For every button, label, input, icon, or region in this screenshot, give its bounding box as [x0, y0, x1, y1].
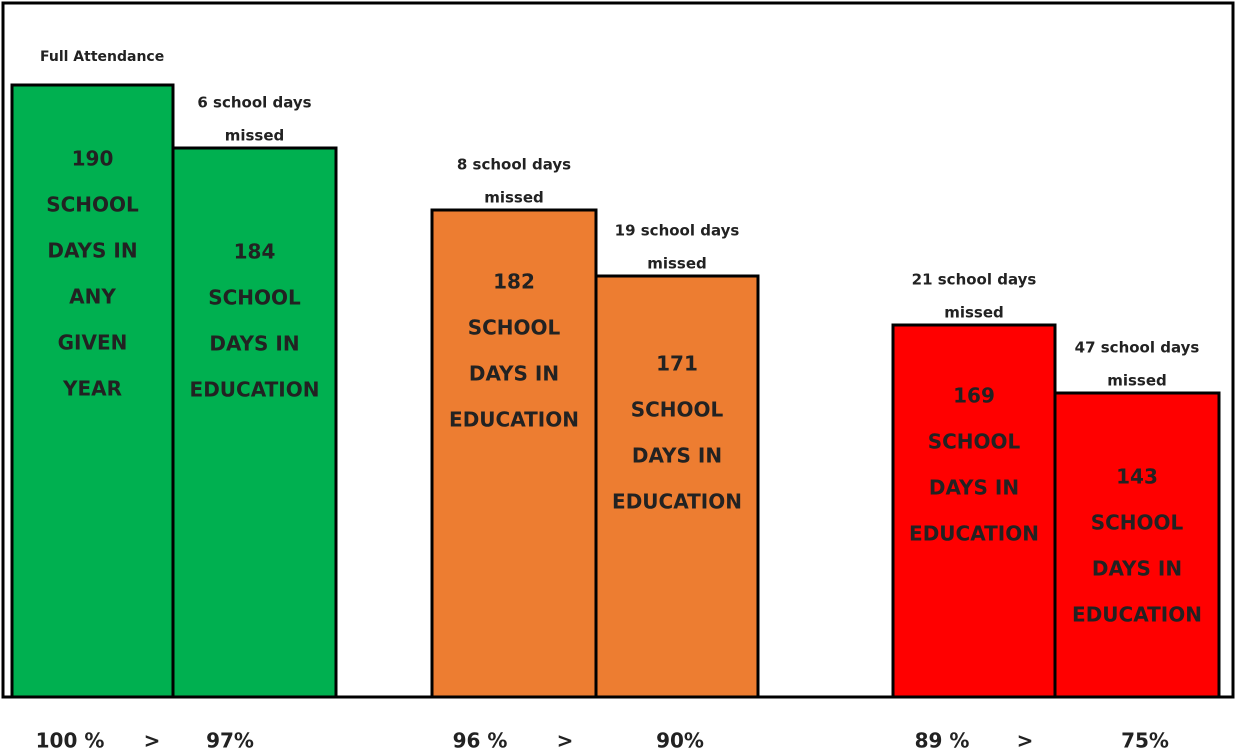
footer-from: 100 % [36, 729, 105, 753]
bar [891, 323, 1057, 699]
footer-to: 97% [206, 729, 254, 753]
bar-text: 184 [234, 240, 276, 264]
missed-note: 8 school days [457, 156, 571, 174]
footer-sep: > [557, 729, 574, 753]
missed-note: missed [225, 127, 285, 145]
bar-text: ANY [69, 285, 116, 309]
footer-to: 75% [1121, 729, 1169, 753]
bar [430, 208, 598, 699]
missed-note: 47 school days [1075, 339, 1200, 357]
bar-text: SCHOOL [46, 193, 139, 217]
bar-text: SCHOOL [1091, 511, 1184, 535]
missed-note: missed [484, 189, 544, 207]
missed-note: 19 school days [615, 222, 740, 240]
bar-text: 171 [656, 352, 698, 376]
bar-text: EDUCATION [1072, 603, 1202, 627]
bar-text: 143 [1116, 465, 1158, 489]
bar-text: EDUCATION [612, 490, 742, 514]
bar-text: SCHOOL [928, 430, 1021, 454]
footer-sep: > [1017, 729, 1034, 753]
missed-note: missed [1107, 372, 1167, 390]
bar [594, 274, 760, 699]
bar-text: SCHOOL [468, 316, 561, 340]
footer-from: 96 % [453, 729, 508, 753]
footer-from: 89 % [915, 729, 970, 753]
bar-text: EDUCATION [190, 378, 320, 402]
bar-text: GIVEN [58, 331, 128, 355]
bar-text: SCHOOL [208, 286, 301, 310]
missed-note: 21 school days [912, 271, 1037, 289]
bar-text: EDUCATION [909, 522, 1039, 546]
bar-text: EDUCATION [449, 408, 579, 432]
bar-text: 169 [953, 384, 995, 408]
bar [10, 83, 175, 699]
bar-text: DAYS IN [209, 332, 299, 356]
bar-text: DAYS IN [1092, 557, 1182, 581]
bar-text: YEAR [62, 377, 122, 401]
footer-sep: > [144, 729, 161, 753]
missed-note: missed [944, 304, 1004, 322]
bar-text: DAYS IN [47, 239, 137, 263]
bar-text: DAYS IN [929, 476, 1019, 500]
bar [1053, 391, 1221, 699]
top-label: Full Attendance [40, 49, 164, 65]
bar [171, 146, 338, 699]
bar-text: SCHOOL [631, 398, 724, 422]
footer-to: 90% [656, 729, 704, 753]
missed-note: missed [647, 255, 707, 273]
missed-note: 6 school days [197, 94, 311, 112]
bar-text: DAYS IN [469, 362, 559, 386]
bar-text: DAYS IN [632, 444, 722, 468]
bar-text: 190 [72, 147, 114, 171]
bar-text: 182 [493, 270, 535, 294]
